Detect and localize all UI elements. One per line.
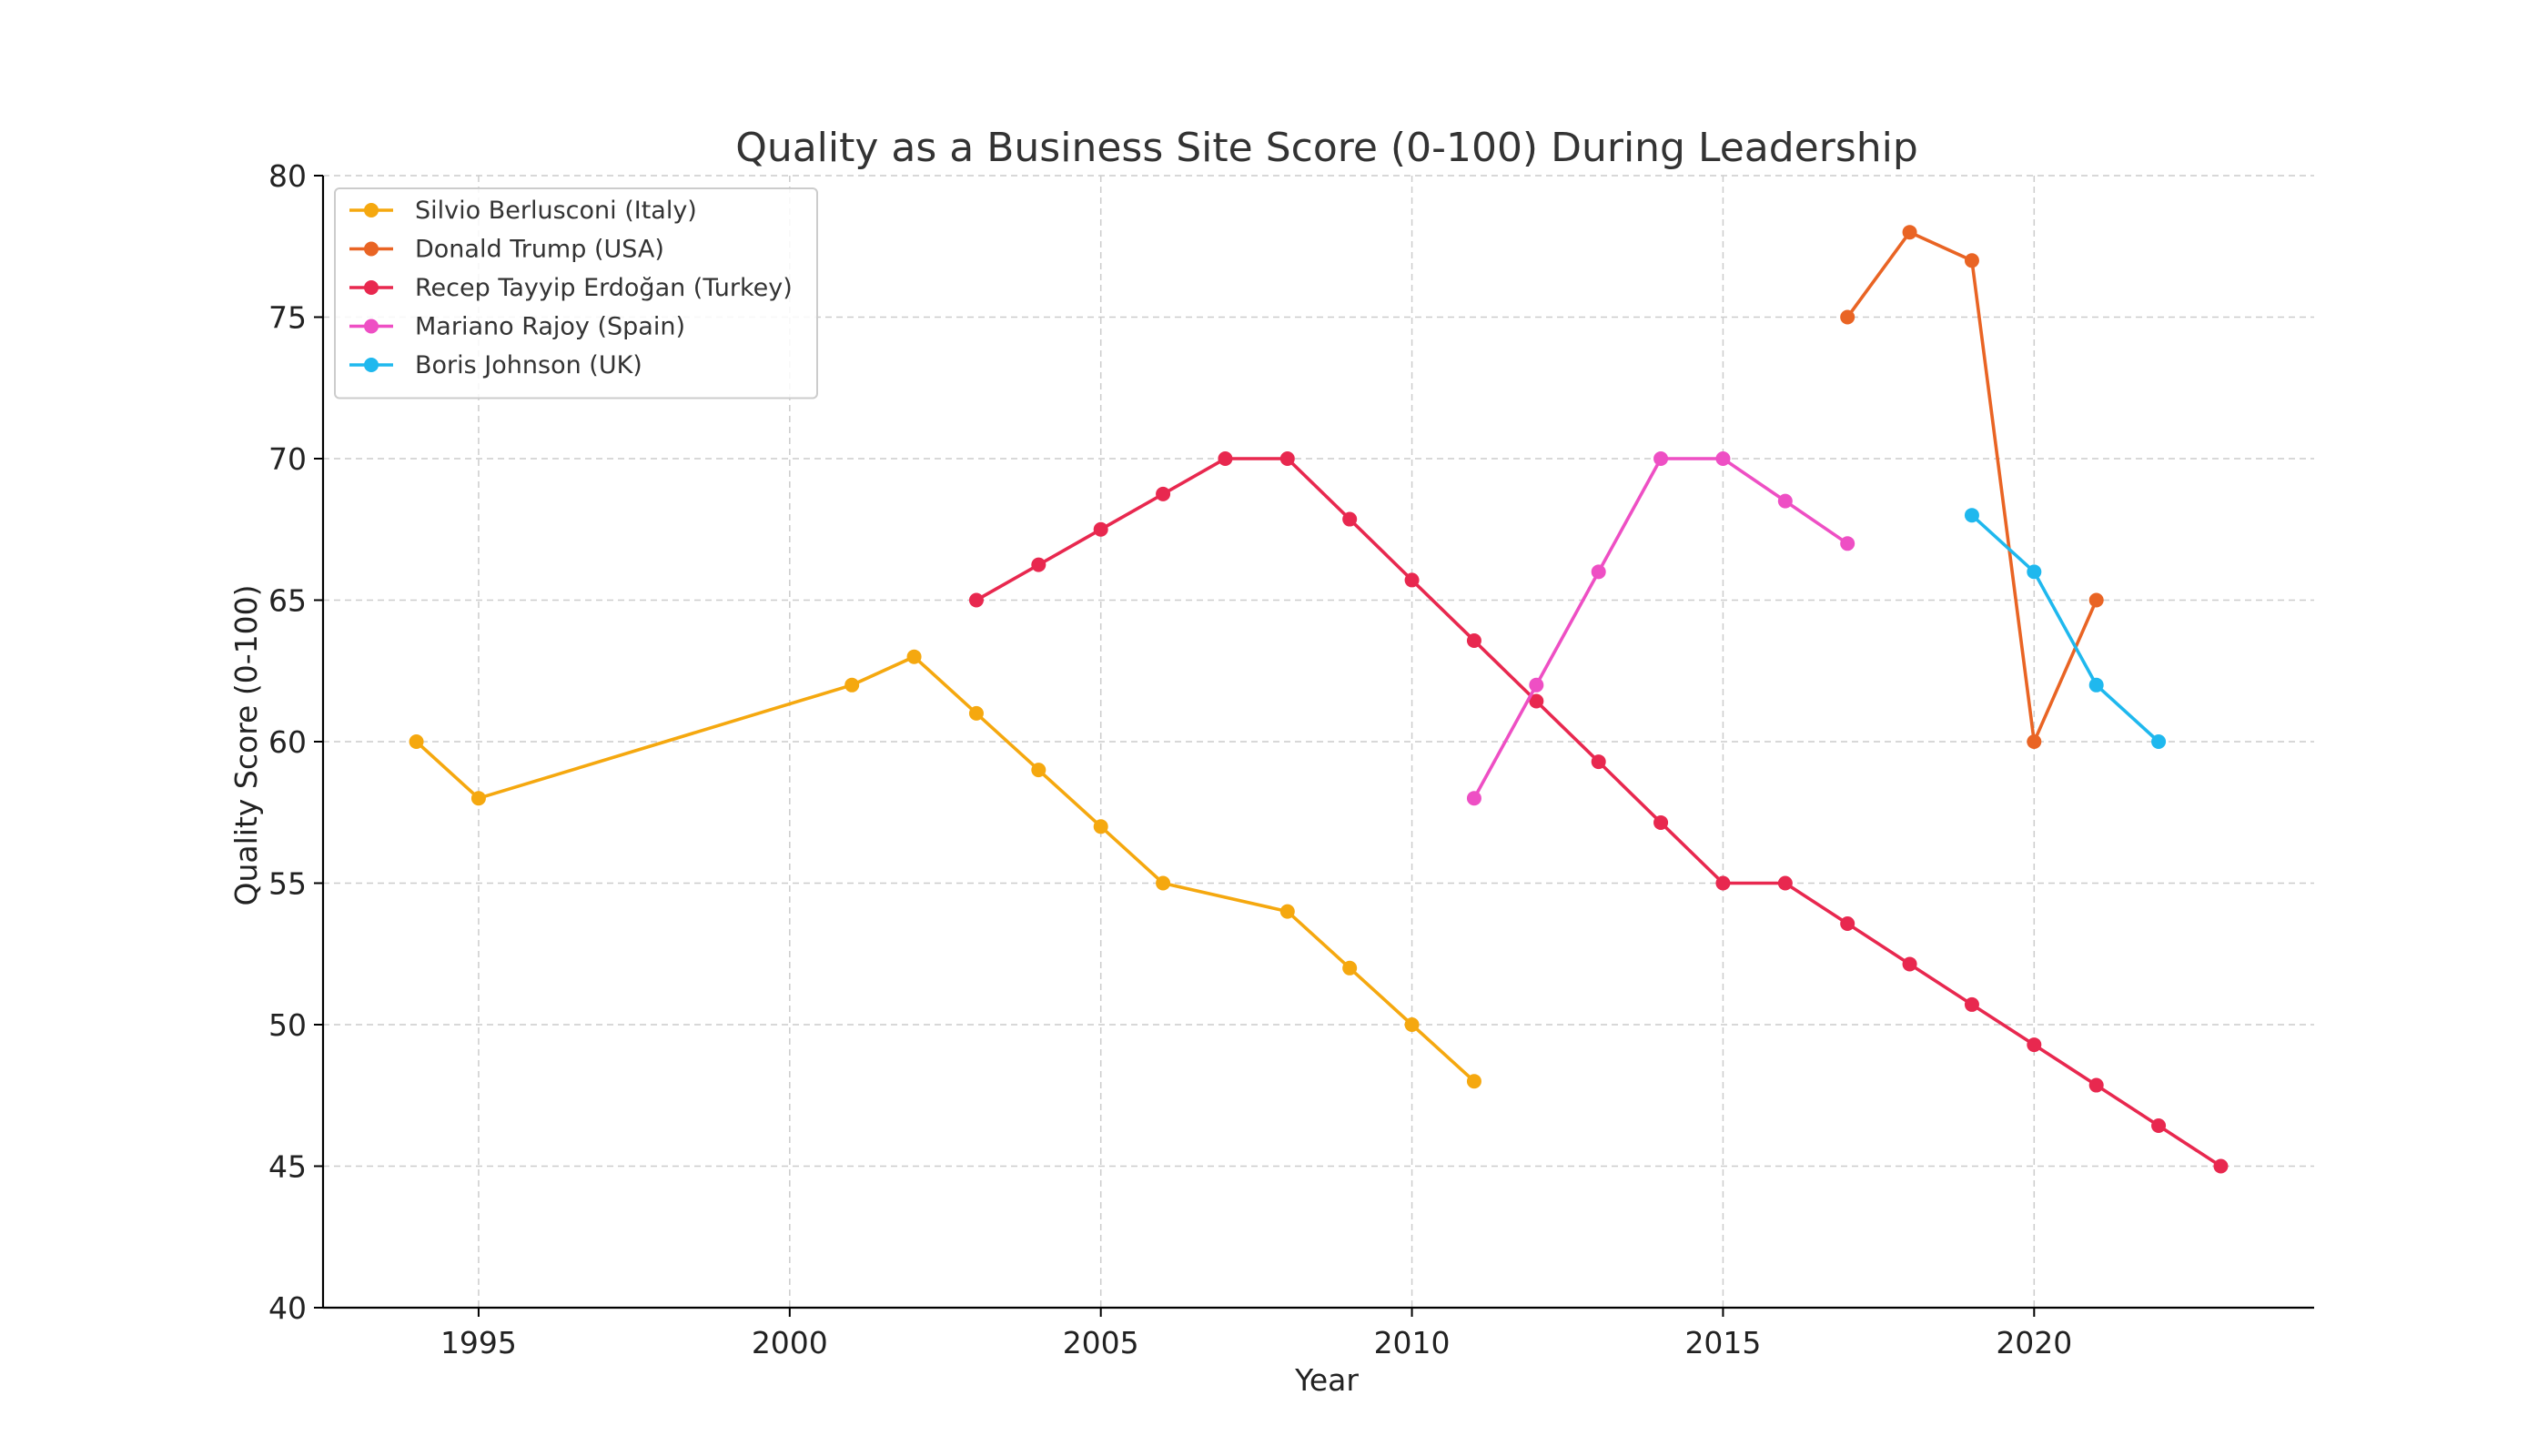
series-2-point [1840,309,1855,325]
series-3-point [968,592,984,608]
y-tick-label: 65 [268,583,307,619]
legend-swatch-marker [364,358,379,372]
series-3-point [1093,521,1108,537]
x-tick-label: 2010 [1374,1325,1451,1360]
series-1 [409,649,1481,1089]
series-3-point [1529,693,1544,709]
series-5-line [1970,513,2160,743]
series-1-point [1404,1017,1420,1032]
series-1-point [1156,875,1171,891]
x-tick-label: 2000 [752,1325,828,1360]
series-4 [1466,451,1855,806]
legend-label: Silvio Berlusconi (Italy) [415,197,697,225]
series-1-point [1279,904,1295,919]
series-3-point [2027,1037,2042,1053]
legend-item: Silvio Berlusconi (Italy) [349,197,697,225]
series-layer [409,225,2229,1174]
series-3-point [1031,557,1046,572]
series-3-point [1840,915,1855,931]
y-tick-label: 40 [268,1290,307,1326]
series-1-point [906,649,922,664]
y-tick-label: 55 [268,866,307,902]
series-5-point [2088,677,2104,693]
x-tick-label: 1995 [440,1325,517,1360]
series-4-point [1840,536,1855,551]
series-3-point [2151,1118,2167,1134]
series-1-point [1342,960,1358,976]
series-5-point [1964,508,1979,523]
legend-label: Donald Trump (USA) [415,236,664,264]
series-5-point [2027,564,2042,580]
y-tick-label: 80 [268,158,307,194]
series-2-point [2088,592,2104,608]
series-3-point [1777,875,1793,891]
series-4-point [1653,451,1669,466]
series-4-point [1715,451,1731,466]
series-4-point [1777,493,1793,509]
legend-label: Mariano Rajoy (Spain) [415,313,685,341]
axes: 1995 2000 2005 2010 2015 2020 40 45 50 55 60 65 70 75… [268,158,2314,1360]
y-tick-label: 45 [268,1149,307,1185]
legend-label: Boris Johnson (UK) [415,351,642,379]
series-2-point [2027,734,2042,749]
y-tick-label: 70 [268,441,307,477]
series-3-point [1218,451,1233,466]
legend-item: Donald Trump (USA) [349,236,664,264]
y-axis-label: Quality Score (0-100) [228,585,264,906]
legend-label: Recep Tayyip Erdoğan (Turkey) [415,274,793,302]
legend-swatch-marker [364,203,379,217]
series-2 [1840,225,2104,749]
series-3-point [1404,572,1420,588]
series-4-point [1591,564,1606,580]
series-5-point [2151,734,2167,749]
series-3-point [1156,486,1171,501]
series-2-point [1902,225,1917,240]
legend-swatch-marker [364,318,379,334]
series-4-point [1466,791,1481,806]
x-axis-label: Year [1294,1362,1359,1398]
series-3-point [2088,1077,2104,1093]
series-3-point [1466,632,1481,648]
legend-item: Boris Johnson (UK) [349,351,642,379]
y-tick-label: 60 [268,724,307,760]
series-2-point [1964,253,1979,268]
series-3-point [1715,875,1731,891]
x-tick-label: 2015 [1684,1325,1761,1360]
legend-frame [334,187,818,399]
series-3-point [1653,814,1669,830]
y-tick-label: 75 [268,300,307,336]
series-3-point [1342,511,1358,527]
legend: Silvio Berlusconi (Italy) Donald Trump (U… [334,187,818,399]
x-tick-label: 2020 [1996,1325,2072,1360]
legend-swatch-marker [364,241,379,257]
legend-swatch-marker [364,280,379,295]
series-3-point [1902,956,1917,972]
series-3-point [1964,996,1979,1012]
x-tick-label: 2005 [1063,1325,1139,1360]
series-3 [968,451,2229,1174]
y-tick-label: 50 [268,1007,307,1043]
series-3-point [2213,1158,2229,1174]
legend-item: Mariano Rajoy (Spain) [349,313,685,341]
series-1-line [415,654,1476,1083]
grid [323,175,2314,1309]
chart-title: Quality as a Business Site Score (0-100)… [735,125,1918,171]
series-1-point [1466,1074,1481,1089]
series-5 [1964,508,2167,749]
series-1-point [470,791,486,806]
series-1-point [409,734,424,749]
series-3-point [1591,754,1606,770]
series-1-point [844,677,860,693]
series-1-point [968,705,984,721]
series-4-point [1529,677,1544,693]
series-1-point [1093,819,1108,834]
legend-item: Recep Tayyip Erdoğan (Turkey) [349,274,793,302]
series-1-point [1031,763,1046,778]
series-3-point [1279,451,1295,466]
